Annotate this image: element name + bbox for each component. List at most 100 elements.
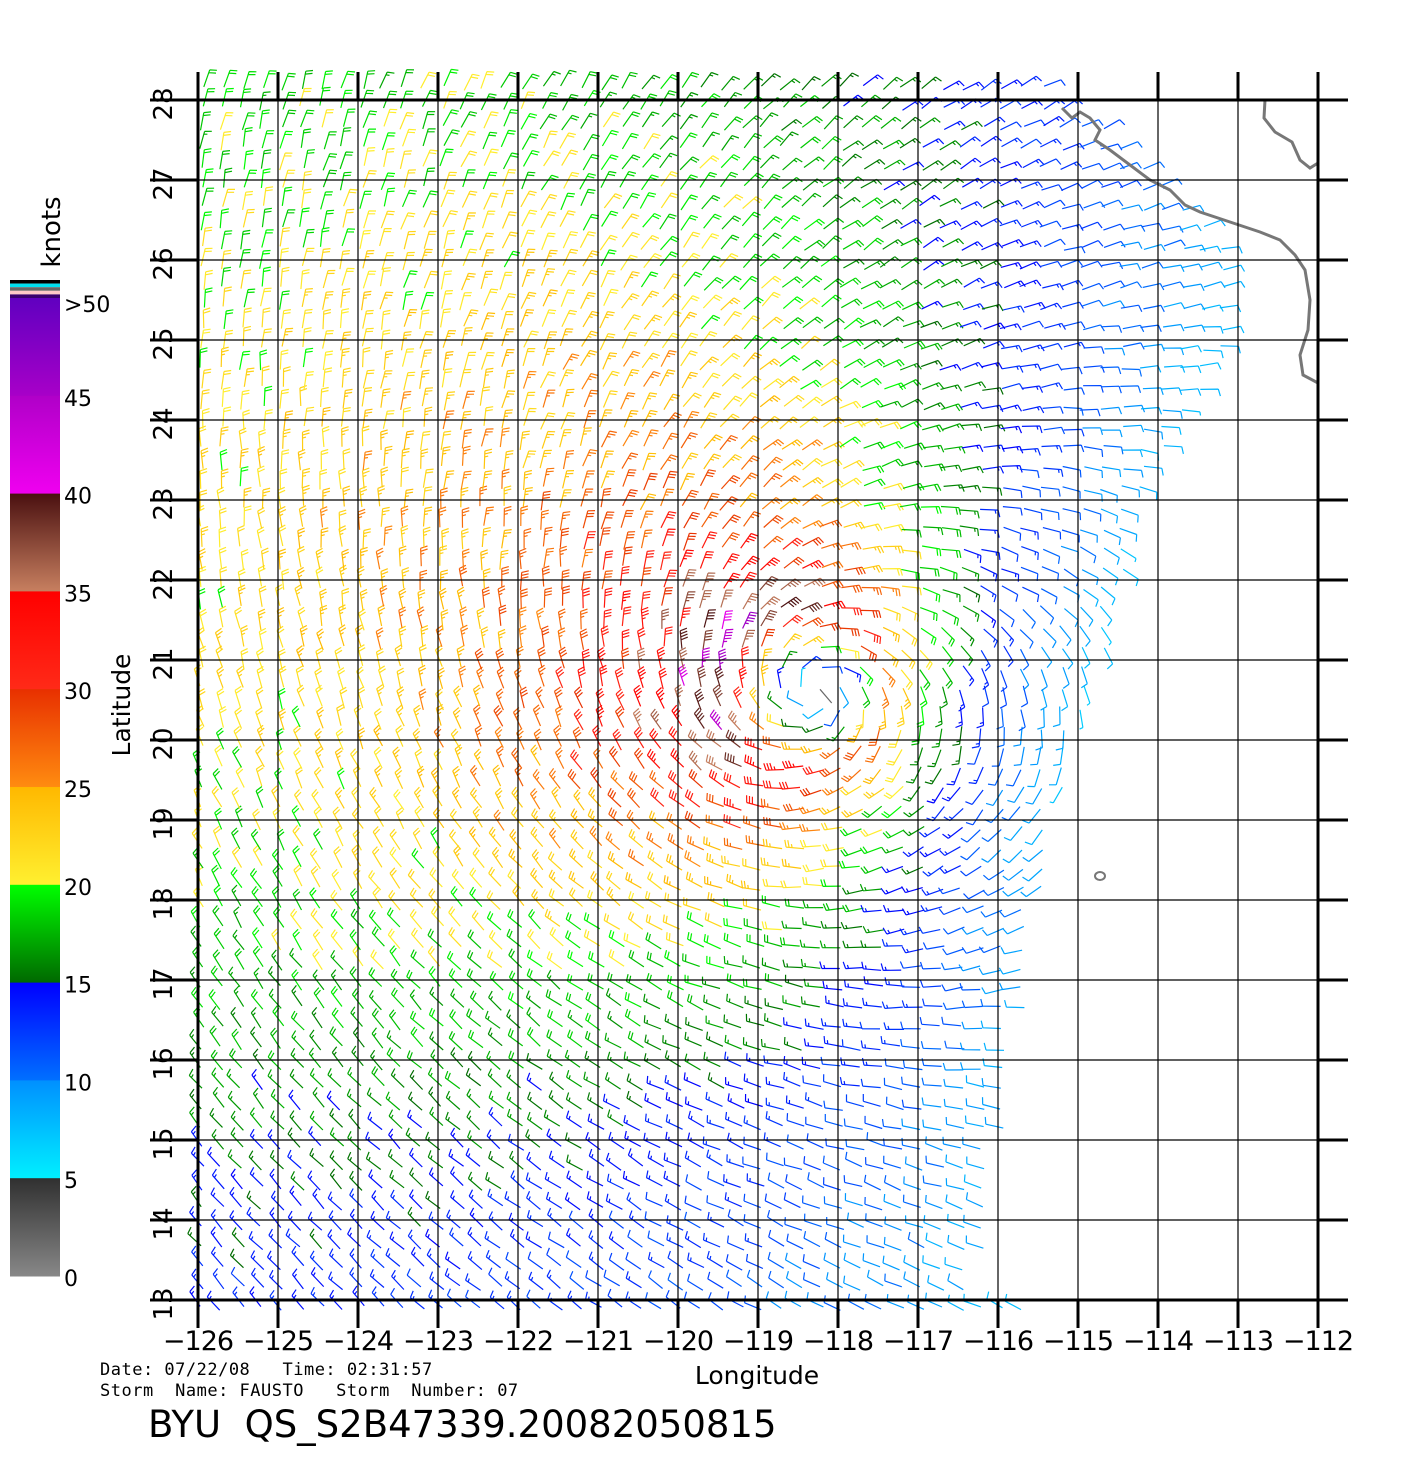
wind-barb <box>920 1041 942 1050</box>
wind-barb <box>842 940 864 949</box>
wind-barb <box>390 1287 404 1309</box>
wind-barb <box>1184 324 1206 332</box>
wind-barb <box>450 728 462 750</box>
wind-barb <box>418 688 427 711</box>
wind-barb <box>703 609 716 628</box>
coastline <box>1060 106 1319 385</box>
wind-barb <box>759 112 779 128</box>
wind-barb <box>768 1229 785 1247</box>
wind-barb <box>959 982 981 991</box>
wind-barb <box>542 347 556 366</box>
wind-barb <box>301 308 313 329</box>
wind-barb <box>583 410 597 429</box>
wind-barb <box>862 997 882 1008</box>
wind-barb <box>493 705 504 727</box>
wind-barb <box>373 708 382 730</box>
wind-barb <box>210 1187 225 1207</box>
wind-barb <box>399 112 415 130</box>
wind-barb <box>432 784 443 807</box>
wind-barb <box>1022 808 1041 824</box>
wind-barb <box>495 647 505 670</box>
wind-barb <box>465 1067 482 1087</box>
wind-barb <box>206 1146 221 1167</box>
wind-barb <box>380 172 396 191</box>
wind-barb <box>232 746 243 768</box>
wind-barb <box>980 362 1003 370</box>
wind-barb <box>460 150 478 168</box>
wind-barb <box>786 690 804 707</box>
wind-barb <box>1223 264 1246 272</box>
wind-barb <box>231 1028 242 1051</box>
wind-barb <box>939 198 962 207</box>
wind-barb <box>380 466 389 488</box>
wind-barb <box>742 955 761 969</box>
wind-barb <box>642 212 662 228</box>
wind-barb <box>368 1169 383 1189</box>
wind-barb <box>1061 259 1083 267</box>
wind-barb <box>684 810 701 829</box>
wind-barb <box>924 768 942 785</box>
wind-barb <box>725 1254 743 1271</box>
wind-barb <box>419 309 430 329</box>
wind-barb <box>491 846 504 869</box>
wind-barb <box>334 747 343 770</box>
wind-barb <box>1002 886 1024 897</box>
wind-barb <box>377 485 386 507</box>
wind-barb <box>549 1071 564 1091</box>
wind-barb <box>740 555 760 571</box>
wind-barb <box>783 1157 803 1170</box>
wind-barb <box>410 1026 424 1047</box>
wind-barb <box>582 510 596 529</box>
wind-barb <box>846 725 863 743</box>
wind-barb <box>1139 486 1158 500</box>
wind-barb <box>469 787 483 808</box>
wind-barb <box>562 93 579 111</box>
wind-barb <box>1100 406 1123 415</box>
wind-barb <box>297 448 306 471</box>
wind-barb <box>243 149 254 170</box>
wind-barb <box>277 648 286 671</box>
wind-barb <box>434 645 443 667</box>
wind-barb <box>526 1151 542 1171</box>
wind-barb <box>861 961 882 971</box>
wind-barb <box>659 369 676 387</box>
wind-barb <box>686 910 704 928</box>
wind-barb <box>329 1168 342 1190</box>
wind-barb <box>296 684 305 707</box>
wind-barb <box>312 969 325 991</box>
wind-barb <box>250 1026 262 1048</box>
product-title: BYU QS_S2B47339.20082050815 <box>148 1403 777 1446</box>
wind-barb <box>403 270 418 288</box>
wind-barb <box>821 542 843 551</box>
wind-barb <box>1122 449 1143 458</box>
wind-barb <box>763 472 783 488</box>
wind-barb <box>840 848 863 857</box>
wind-barb <box>243 487 252 508</box>
wind-barb <box>902 301 924 311</box>
wind-barb <box>603 1269 620 1287</box>
wind-barb <box>349 1208 363 1229</box>
wind-barb <box>883 1175 901 1191</box>
wind-barb <box>271 928 282 951</box>
wind-barb <box>282 428 291 449</box>
wind-barb <box>938 887 960 895</box>
wind-barb <box>357 727 366 750</box>
wind-barb <box>200 389 210 410</box>
wind-barb <box>560 289 576 307</box>
wind-barb <box>249 1107 263 1128</box>
wind-barb <box>287 1127 301 1148</box>
wind-barb <box>521 171 536 190</box>
wind-barb <box>623 271 640 288</box>
wind-barb <box>342 448 351 470</box>
wind-barb <box>960 829 981 843</box>
wind-barb <box>503 485 512 506</box>
wind-barb <box>445 1090 461 1110</box>
wind-barb <box>272 807 281 829</box>
wind-barb <box>1184 244 1206 252</box>
wind-barb <box>561 114 580 131</box>
wind-barb <box>228 966 241 988</box>
wind-barb <box>562 231 578 249</box>
wind-barb <box>666 974 684 991</box>
wind-barb <box>452 707 462 729</box>
